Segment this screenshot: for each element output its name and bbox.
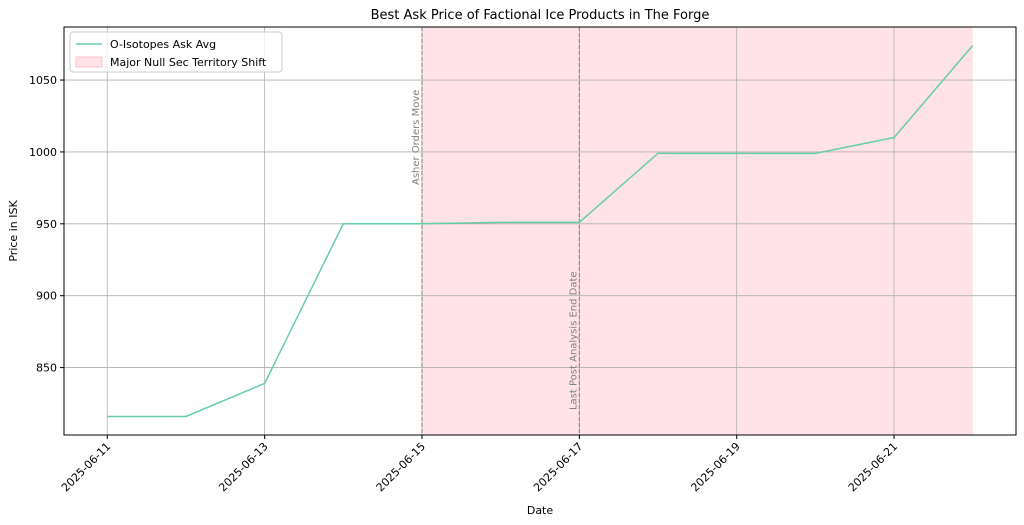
- x-tick-label: 2025-06-13: [216, 440, 270, 494]
- x-tick-label: 2025-06-15: [374, 440, 428, 494]
- y-tick-label: 950: [36, 218, 57, 231]
- y-axis-label: Price in ISK: [7, 200, 20, 262]
- x-tick-label: 2025-06-17: [531, 440, 585, 494]
- legend-label: Major Null Sec Territory Shift: [110, 56, 267, 69]
- x-axis-label: Date: [527, 504, 554, 517]
- plot-frame: [63, 26, 1017, 436]
- event-label: Asher Orders Move: [411, 90, 422, 185]
- legend: O-Isotopes Ask Avg Major Null Sec Territo…: [69, 31, 283, 73]
- x-tick-label: 2025-06-11: [59, 440, 113, 494]
- x-tick-label: 2025-06-21: [846, 440, 900, 494]
- legend-label: O-Isotopes Ask Avg: [110, 38, 216, 51]
- y-tick-label: 1000: [29, 146, 57, 159]
- y-tick-label: 900: [36, 290, 57, 303]
- legend-swatch: [75, 56, 103, 68]
- legend-box: [69, 31, 283, 73]
- y-tick-label: 1050: [29, 74, 57, 87]
- series-line: [107, 45, 974, 418]
- y-tick-label: 850: [36, 362, 57, 375]
- x-tick-label: 2025-06-19: [688, 440, 742, 494]
- shaded-region: [421, 27, 973, 435]
- event-label: Last Post Analysis End Date: [568, 271, 579, 410]
- chart-title: Best Ask Price of Factional Ice Products…: [371, 8, 710, 23]
